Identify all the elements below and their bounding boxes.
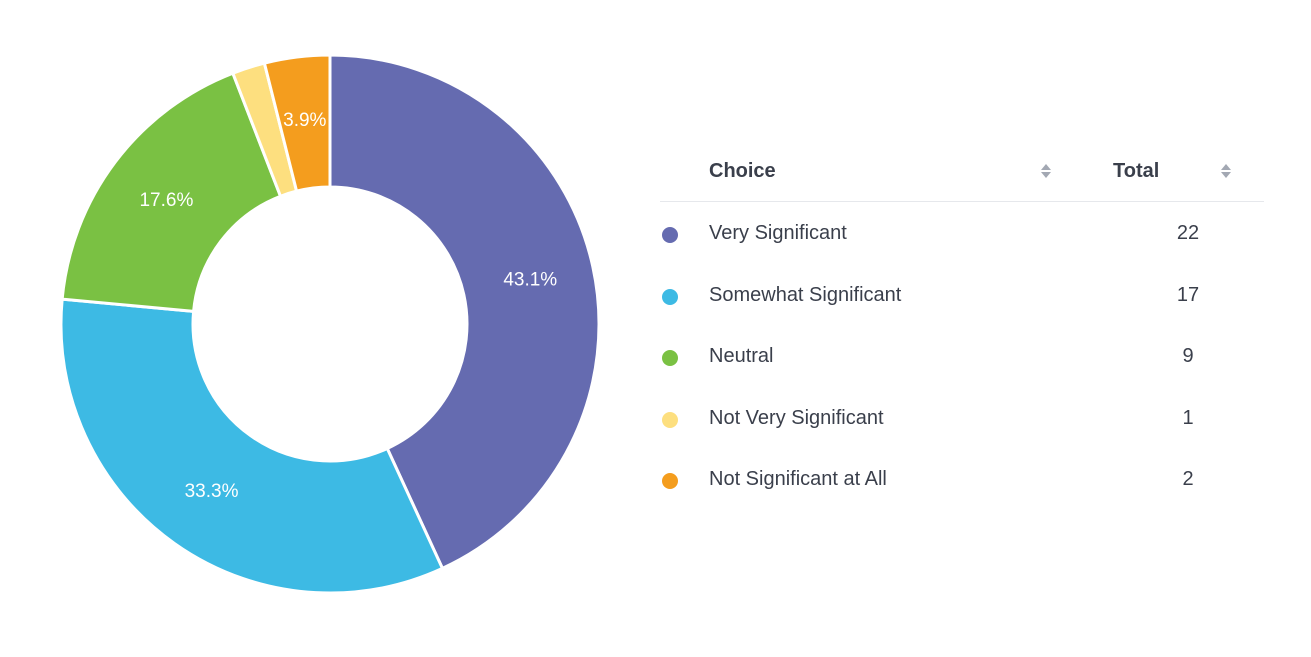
row-choice: Neutral — [709, 345, 774, 367]
table-row: Somewhat Significant 17 — [660, 264, 1264, 326]
slice-percent-label: 3.9% — [283, 110, 326, 131]
header-choice[interactable]: Choice — [709, 160, 776, 182]
row-total: 2 — [1182, 468, 1194, 490]
row-choice: Very Significant — [709, 222, 847, 244]
row-choice: Not Significant at All — [709, 468, 887, 490]
legend-table: Choice Total Very Significant 22 Somewha… — [660, 142, 1264, 510]
row-total: 9 — [1182, 345, 1194, 367]
row-total: 1 — [1182, 406, 1194, 429]
legend-dot-icon — [662, 227, 678, 243]
donut-slice-not-significant-at-all[interactable] — [262, 53, 332, 193]
table-row: Very Significant 22 — [660, 202, 1264, 264]
donut-slice-very-significant[interactable] — [328, 53, 601, 571]
row-choice: Somewhat Significant — [709, 283, 902, 306]
slice-percent-label: 43.1% — [503, 270, 557, 291]
donut-slice-somewhat-significant[interactable] — [59, 297, 445, 595]
legend-dot-icon — [662, 411, 678, 428]
sort-total-icon[interactable] — [1221, 162, 1231, 182]
table-header: Choice Total — [660, 142, 1264, 202]
donut-chart: 43.1% 33.3% 17.6% 3.9% — [59, 53, 601, 595]
table-row: Not Significant at All 2 — [660, 448, 1264, 510]
legend-dot-icon — [662, 350, 678, 366]
donut-slice-neutral[interactable] — [60, 71, 283, 313]
slice-percent-label: 17.6% — [139, 190, 193, 211]
sort-choice-icon[interactable] — [1041, 162, 1051, 182]
table-row: Not Very Significant 1 — [660, 387, 1264, 449]
row-total: 22 — [1176, 222, 1200, 244]
slice-percent-label: 33.3% — [185, 481, 239, 502]
row-total: 17 — [1176, 283, 1200, 306]
legend-dot-icon — [662, 288, 678, 305]
row-choice: Not Very Significant — [709, 406, 884, 429]
header-total[interactable]: Total — [1113, 160, 1160, 182]
table-body: Very Significant 22 Somewhat Significant… — [660, 202, 1264, 510]
legend-dot-icon — [662, 473, 678, 489]
table-row: Neutral 9 — [660, 325, 1264, 387]
